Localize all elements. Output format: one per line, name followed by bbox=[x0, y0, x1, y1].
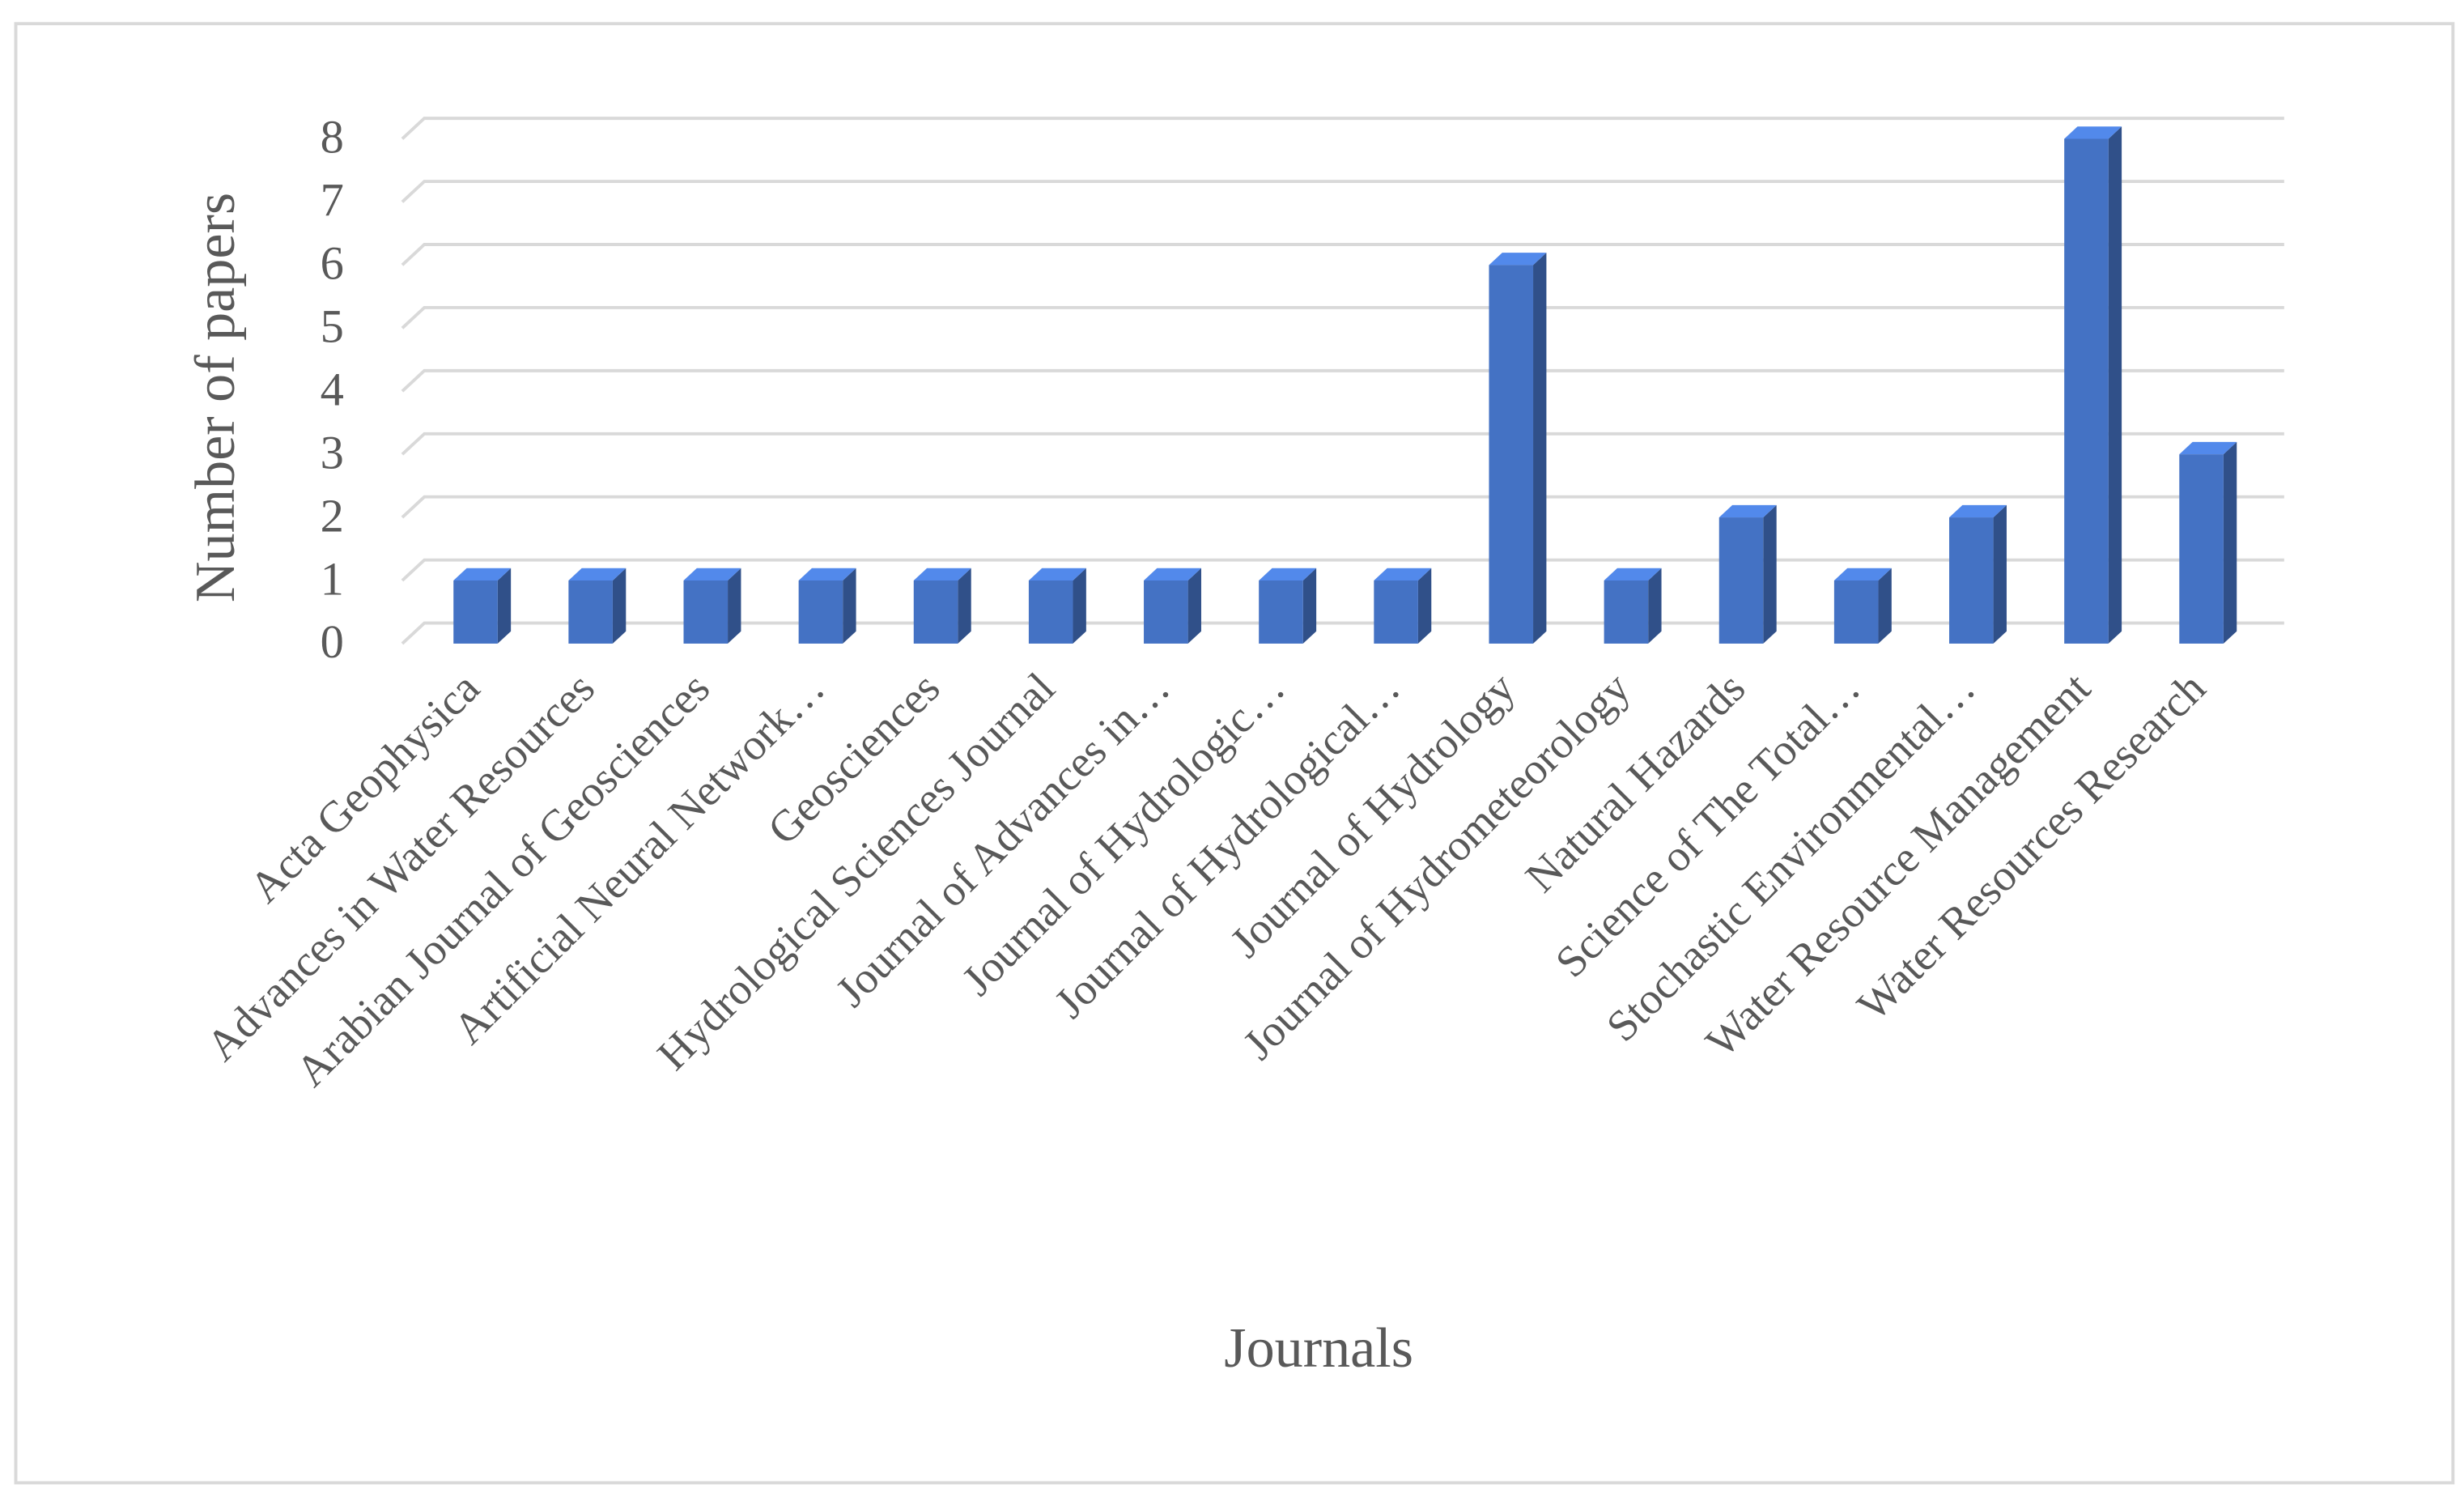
bar-top bbox=[1144, 568, 1201, 581]
bar-top bbox=[1604, 568, 1662, 581]
y-tick-label: 2 bbox=[321, 489, 344, 542]
y-tick-label: 0 bbox=[321, 615, 344, 668]
grid-line bbox=[401, 117, 2284, 140]
bar-side bbox=[1993, 504, 2007, 644]
bar-top bbox=[913, 568, 971, 581]
bar bbox=[1489, 265, 1534, 644]
bar-side bbox=[1187, 568, 1201, 644]
grid-line bbox=[401, 558, 2284, 582]
bar-top bbox=[1949, 504, 2007, 518]
bar-top bbox=[1259, 568, 1317, 581]
x-axis-title: Journals bbox=[1224, 1316, 1413, 1380]
bar-top bbox=[1028, 568, 1086, 581]
bar bbox=[453, 580, 498, 644]
bar-side bbox=[1302, 568, 1317, 644]
bar-top bbox=[1374, 568, 1432, 581]
y-axis-title: Number of papers bbox=[184, 193, 247, 602]
y-tick-label: 4 bbox=[321, 364, 344, 416]
bar bbox=[1949, 517, 1994, 644]
bar bbox=[1833, 580, 1879, 644]
bar-side bbox=[2108, 126, 2122, 644]
bar-side bbox=[2223, 441, 2237, 644]
bar-side bbox=[958, 568, 971, 644]
grid-line bbox=[401, 243, 2284, 266]
y-tick-label: 3 bbox=[321, 426, 344, 478]
bar bbox=[568, 580, 613, 644]
chart-border bbox=[14, 22, 2455, 1485]
bar-top bbox=[1489, 253, 1547, 266]
grid-line bbox=[401, 305, 2284, 330]
bar-top bbox=[2064, 126, 2122, 139]
bar-side bbox=[728, 568, 741, 644]
grid-line bbox=[401, 432, 2284, 456]
bar bbox=[2064, 138, 2109, 644]
bar-side bbox=[1417, 568, 1432, 644]
bar-top bbox=[1833, 568, 1892, 581]
grid-line bbox=[401, 495, 2284, 519]
bar-top bbox=[798, 568, 856, 581]
bar bbox=[2179, 454, 2224, 644]
grid-line bbox=[401, 621, 2284, 645]
bar bbox=[1374, 580, 1418, 644]
bar-side bbox=[612, 568, 627, 644]
bar bbox=[1028, 580, 1073, 644]
bar bbox=[683, 580, 729, 644]
bar-side bbox=[1878, 568, 1892, 644]
bar-top bbox=[568, 568, 627, 581]
y-tick-label: 1 bbox=[321, 552, 344, 605]
bar-side bbox=[843, 568, 856, 644]
bar bbox=[1718, 517, 1764, 644]
bar-side bbox=[1648, 568, 1662, 644]
y-tick-label: 6 bbox=[321, 237, 344, 290]
grid-line bbox=[401, 180, 2284, 203]
y-tick-label: 5 bbox=[321, 300, 344, 353]
bar-side bbox=[1763, 504, 1777, 644]
bar bbox=[1144, 580, 1188, 644]
y-tick-label: 7 bbox=[321, 174, 344, 227]
bar-side bbox=[497, 568, 512, 644]
bar-top bbox=[683, 568, 741, 581]
y-tick-label: 8 bbox=[321, 111, 344, 164]
bar-top bbox=[1718, 504, 1777, 518]
bar-side bbox=[1073, 568, 1086, 644]
bar-top bbox=[453, 568, 512, 581]
bar bbox=[798, 580, 843, 644]
bar bbox=[1604, 580, 1649, 644]
grid-line bbox=[401, 368, 2284, 393]
bar-side bbox=[1533, 253, 1547, 644]
bar bbox=[913, 580, 958, 644]
bar bbox=[1259, 580, 1303, 644]
bar-top bbox=[2179, 441, 2237, 455]
